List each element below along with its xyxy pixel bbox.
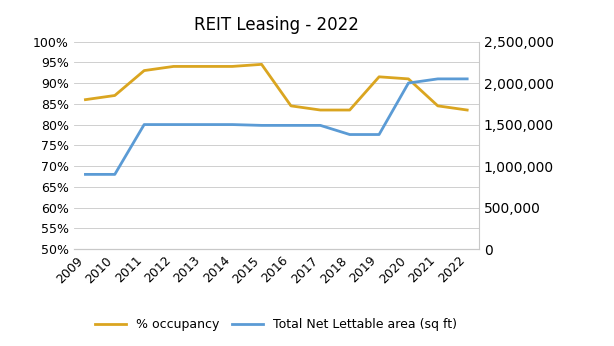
% occupancy [287, 104, 295, 108]
% occupancy [199, 64, 206, 69]
Total Net Lettable area (sq ft) [464, 77, 471, 81]
% occupancy [317, 108, 324, 112]
Total Net Lettable area (sq ft) [82, 172, 89, 176]
% occupancy [111, 93, 119, 98]
% occupancy [434, 104, 441, 108]
% occupancy [346, 108, 354, 112]
% occupancy [464, 108, 471, 112]
Total Net Lettable area (sq ft) [375, 133, 383, 137]
% occupancy [375, 75, 383, 79]
Total Net Lettable area (sq ft) [287, 123, 295, 127]
Total Net Lettable area (sq ft) [405, 81, 412, 85]
Total Net Lettable area (sq ft) [258, 123, 265, 127]
Total Net Lettable area (sq ft) [199, 122, 206, 127]
Total Net Lettable area (sq ft) [346, 133, 354, 137]
Total Net Lettable area (sq ft) [170, 122, 177, 127]
Total Net Lettable area (sq ft) [228, 122, 236, 127]
% occupancy [405, 77, 412, 81]
Total Net Lettable area (sq ft) [141, 122, 148, 127]
% occupancy [82, 98, 89, 102]
Total Net Lettable area (sq ft) [317, 123, 324, 127]
% occupancy [141, 69, 148, 73]
% occupancy [258, 62, 265, 66]
% occupancy [228, 64, 236, 69]
Total Net Lettable area (sq ft) [111, 172, 119, 176]
% occupancy [170, 64, 177, 69]
Total Net Lettable area (sq ft) [434, 77, 441, 81]
Legend: % occupancy, Total Net Lettable area (sq ft): % occupancy, Total Net Lettable area (sq… [90, 313, 462, 336]
Title: REIT Leasing - 2022: REIT Leasing - 2022 [194, 16, 359, 34]
Line: Total Net Lettable area (sq ft): Total Net Lettable area (sq ft) [85, 79, 467, 174]
Line: % occupancy: % occupancy [85, 64, 467, 110]
